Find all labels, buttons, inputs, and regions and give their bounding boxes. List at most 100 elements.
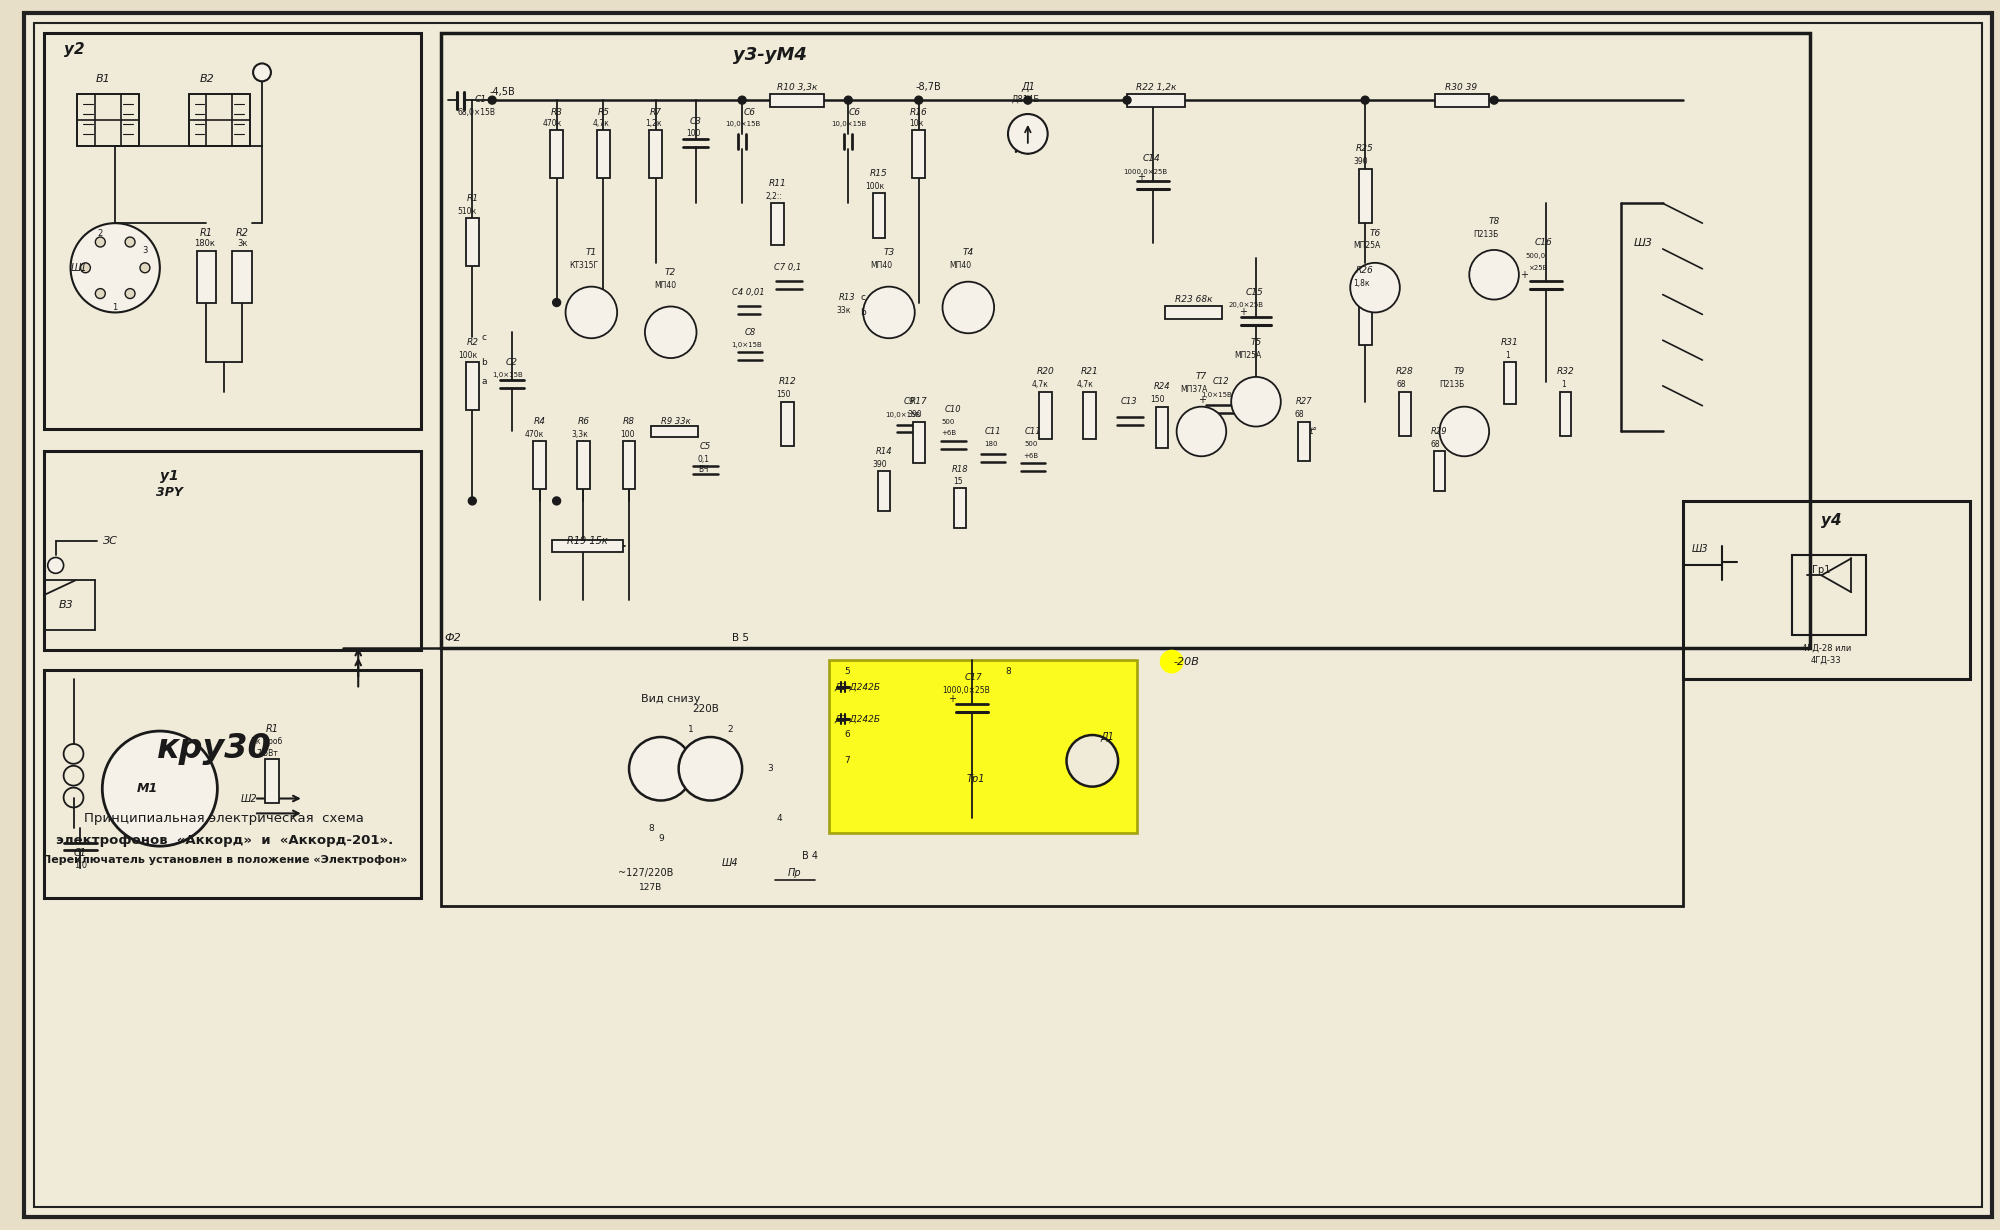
Text: Т6: Т6 bbox=[1370, 229, 1380, 237]
Text: 470к: 470к bbox=[524, 430, 544, 439]
Bar bbox=[878, 471, 890, 510]
Text: С14: С14 bbox=[1142, 154, 1160, 164]
Text: C1: C1 bbox=[474, 95, 486, 103]
Text: 150: 150 bbox=[776, 390, 792, 400]
Text: R15: R15 bbox=[870, 169, 888, 178]
Circle shape bbox=[48, 557, 64, 573]
Text: R22 1,2к: R22 1,2к bbox=[1136, 82, 1176, 92]
Text: c: c bbox=[482, 333, 486, 342]
Bar bbox=[1434, 93, 1490, 107]
Text: 220В: 220В bbox=[692, 705, 718, 715]
Text: R21: R21 bbox=[1080, 368, 1098, 376]
Text: T4: T4 bbox=[962, 248, 974, 257]
Text: b: b bbox=[860, 308, 866, 317]
Text: МП40: МП40 bbox=[950, 261, 972, 271]
Text: Ш3: Ш3 bbox=[1634, 237, 1652, 248]
Text: 68: 68 bbox=[1430, 440, 1440, 449]
Bar bbox=[440, 648, 1682, 905]
Circle shape bbox=[678, 737, 742, 801]
Bar bbox=[1792, 556, 1866, 635]
Text: С11: С11 bbox=[984, 427, 1002, 435]
Circle shape bbox=[1232, 376, 1280, 427]
Text: Тр1: Тр1 bbox=[966, 774, 986, 784]
Text: 33к: 33к bbox=[836, 306, 850, 315]
Text: 510к: 510к bbox=[458, 207, 476, 215]
Circle shape bbox=[126, 289, 136, 299]
Text: 68,0×15В: 68,0×15В bbox=[458, 107, 496, 117]
Bar bbox=[264, 759, 278, 803]
Text: t°: t° bbox=[1310, 427, 1318, 435]
Text: R27: R27 bbox=[1296, 397, 1312, 406]
Text: С6: С6 bbox=[848, 107, 860, 117]
Text: +6В: +6В bbox=[1024, 454, 1038, 459]
Circle shape bbox=[914, 96, 922, 105]
Text: Переключатель установлен в положение «Электрофон»: Переключатель установлен в положение «Эл… bbox=[42, 855, 406, 865]
Text: -4,5В: -4,5В bbox=[490, 87, 514, 97]
Text: c: c bbox=[860, 293, 866, 303]
Bar bbox=[770, 93, 824, 107]
Text: R2: R2 bbox=[466, 338, 478, 347]
Circle shape bbox=[1490, 96, 1498, 105]
Circle shape bbox=[1350, 263, 1400, 312]
Text: R30 39: R30 39 bbox=[1446, 82, 1478, 92]
Text: B2: B2 bbox=[200, 74, 214, 85]
Text: Т8: Т8 bbox=[1488, 216, 1500, 225]
Bar bbox=[1298, 422, 1310, 461]
Bar bbox=[552, 540, 624, 551]
Text: y2: y2 bbox=[64, 42, 84, 57]
Text: +6В: +6В bbox=[940, 430, 956, 437]
Text: 3: 3 bbox=[142, 246, 148, 256]
Bar bbox=[534, 442, 546, 490]
Text: 15: 15 bbox=[954, 476, 964, 486]
Text: 68: 68 bbox=[1396, 380, 1406, 390]
Text: 3: 3 bbox=[768, 764, 772, 774]
Text: R20: R20 bbox=[1036, 368, 1054, 376]
Text: 180к: 180к bbox=[194, 240, 214, 248]
Text: электрофонов  «Аккорд»  и  «Аккорд-201».: электрофонов «Аккорд» и «Аккорд-201». bbox=[56, 834, 392, 846]
Text: b: b bbox=[482, 358, 488, 367]
Text: R2: R2 bbox=[236, 228, 248, 239]
Text: T2: T2 bbox=[666, 268, 676, 277]
Bar bbox=[782, 402, 794, 446]
Text: Д2 Д242Б: Д2 Д242Б bbox=[834, 683, 880, 692]
Text: Ш1: Ш1 bbox=[70, 263, 88, 273]
Text: 10,0×15В: 10,0×15В bbox=[726, 121, 760, 127]
Text: МП40: МП40 bbox=[870, 261, 892, 271]
Text: кру30: кру30 bbox=[158, 732, 272, 765]
Text: 4: 4 bbox=[778, 814, 782, 823]
Text: R10 3,3к: R10 3,3к bbox=[776, 82, 816, 92]
Bar bbox=[440, 33, 1810, 648]
Text: 1,0×15В: 1,0×15В bbox=[492, 371, 524, 378]
Text: 7: 7 bbox=[844, 756, 850, 765]
Text: 100: 100 bbox=[620, 430, 634, 439]
Text: ×25В: ×25В bbox=[1528, 264, 1548, 271]
Text: Т5: Т5 bbox=[1250, 338, 1262, 347]
Text: П213Б: П213Б bbox=[1438, 380, 1464, 390]
Bar bbox=[1358, 290, 1372, 346]
Text: С13: С13 bbox=[1120, 397, 1138, 406]
Text: C1: C1 bbox=[74, 847, 86, 859]
Text: П213Б: П213Б bbox=[1474, 230, 1498, 239]
Text: R14: R14 bbox=[876, 446, 892, 456]
Text: M1: M1 bbox=[136, 782, 158, 795]
Circle shape bbox=[1362, 96, 1370, 105]
Bar bbox=[872, 193, 886, 239]
Circle shape bbox=[96, 289, 106, 299]
Bar bbox=[550, 130, 564, 177]
Text: С15: С15 bbox=[1246, 288, 1262, 298]
Text: 1,0×15В: 1,0×15В bbox=[1200, 392, 1232, 397]
Text: 4ГД-33: 4ГД-33 bbox=[1812, 656, 1842, 664]
Text: 20,0×25В: 20,0×25В bbox=[1228, 303, 1264, 309]
Text: 5: 5 bbox=[844, 667, 850, 677]
Text: 100: 100 bbox=[686, 129, 700, 139]
Circle shape bbox=[254, 64, 270, 81]
Text: -8,7В: -8,7В bbox=[916, 82, 942, 92]
Bar bbox=[650, 130, 662, 177]
Bar bbox=[912, 130, 926, 177]
Circle shape bbox=[1470, 250, 1518, 300]
Text: 390: 390 bbox=[872, 460, 888, 469]
Circle shape bbox=[552, 497, 560, 504]
Circle shape bbox=[96, 237, 106, 247]
Text: R8: R8 bbox=[624, 417, 636, 426]
Circle shape bbox=[844, 96, 852, 105]
